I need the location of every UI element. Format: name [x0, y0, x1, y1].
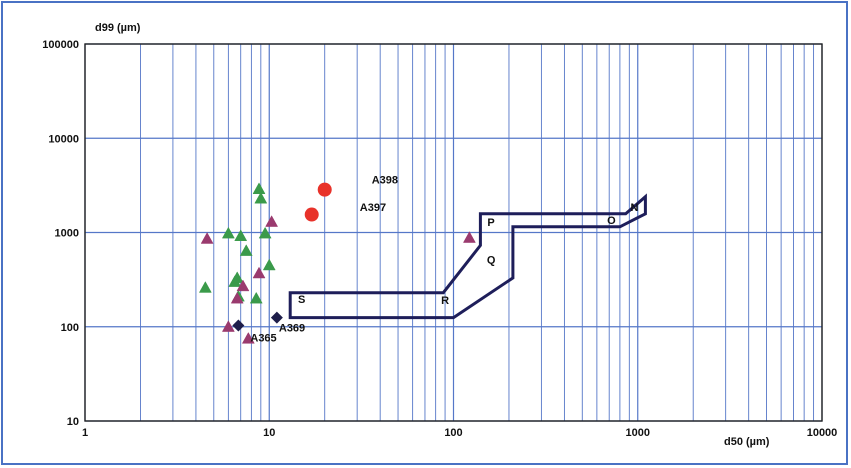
region-label: R	[441, 295, 449, 307]
triangle-marker	[239, 244, 253, 256]
point-label: A398	[372, 175, 398, 187]
triangle-marker	[221, 226, 235, 239]
x-tick-label: 1000	[626, 427, 650, 439]
point-label: A369	[279, 323, 305, 335]
triangle-marker	[265, 215, 279, 227]
plot-area-border	[84, 43, 823, 422]
triangle-marker	[249, 291, 263, 304]
x-axis-title: d50 (µm)	[724, 436, 770, 448]
x-tick-label: 10	[263, 427, 275, 439]
circle-marker	[304, 207, 319, 222]
x-tick-label: 100	[444, 427, 462, 439]
point-label: A397	[360, 202, 386, 214]
triangle-marker	[234, 229, 248, 241]
diamond-marker	[232, 319, 245, 332]
y-tick-label: 100	[61, 322, 79, 334]
triangle-marker	[200, 232, 214, 244]
triangle-marker	[236, 279, 250, 292]
y-tick-label: 10	[67, 416, 79, 428]
x-tick-label: 1	[82, 427, 88, 439]
triangle-marker	[258, 226, 272, 239]
region-outline	[288, 193, 647, 320]
point-label: A365	[250, 333, 276, 345]
triangle-marker	[198, 281, 212, 293]
y-tick-label: 10000	[48, 133, 79, 145]
triangle-marker	[221, 320, 235, 332]
triangle-marker	[254, 191, 268, 204]
triangle-marker	[230, 291, 244, 304]
y-tick-label: 1000	[55, 228, 79, 240]
region-label: S	[298, 294, 305, 306]
triangle-marker	[462, 231, 476, 243]
region-label: O	[607, 215, 616, 227]
region-label: N	[631, 202, 639, 214]
triangle-marker	[241, 332, 255, 344]
x-tick-label: 10000	[807, 427, 838, 439]
y-axis-title: d99 (µm)	[95, 22, 141, 34]
classification-regions: S R Q P O N	[288, 193, 647, 320]
triangle-marker	[252, 266, 266, 279]
triangle-marker	[262, 258, 276, 271]
triangle-marker	[230, 271, 244, 283]
region-label: Q	[487, 254, 496, 266]
circle-marker	[317, 182, 332, 197]
diamond-marker	[270, 311, 283, 324]
triangle-marker	[252, 182, 266, 194]
region-label: P	[487, 217, 494, 229]
y-tick-label: 100000	[42, 39, 79, 51]
grid-lines	[84, 43, 823, 422]
